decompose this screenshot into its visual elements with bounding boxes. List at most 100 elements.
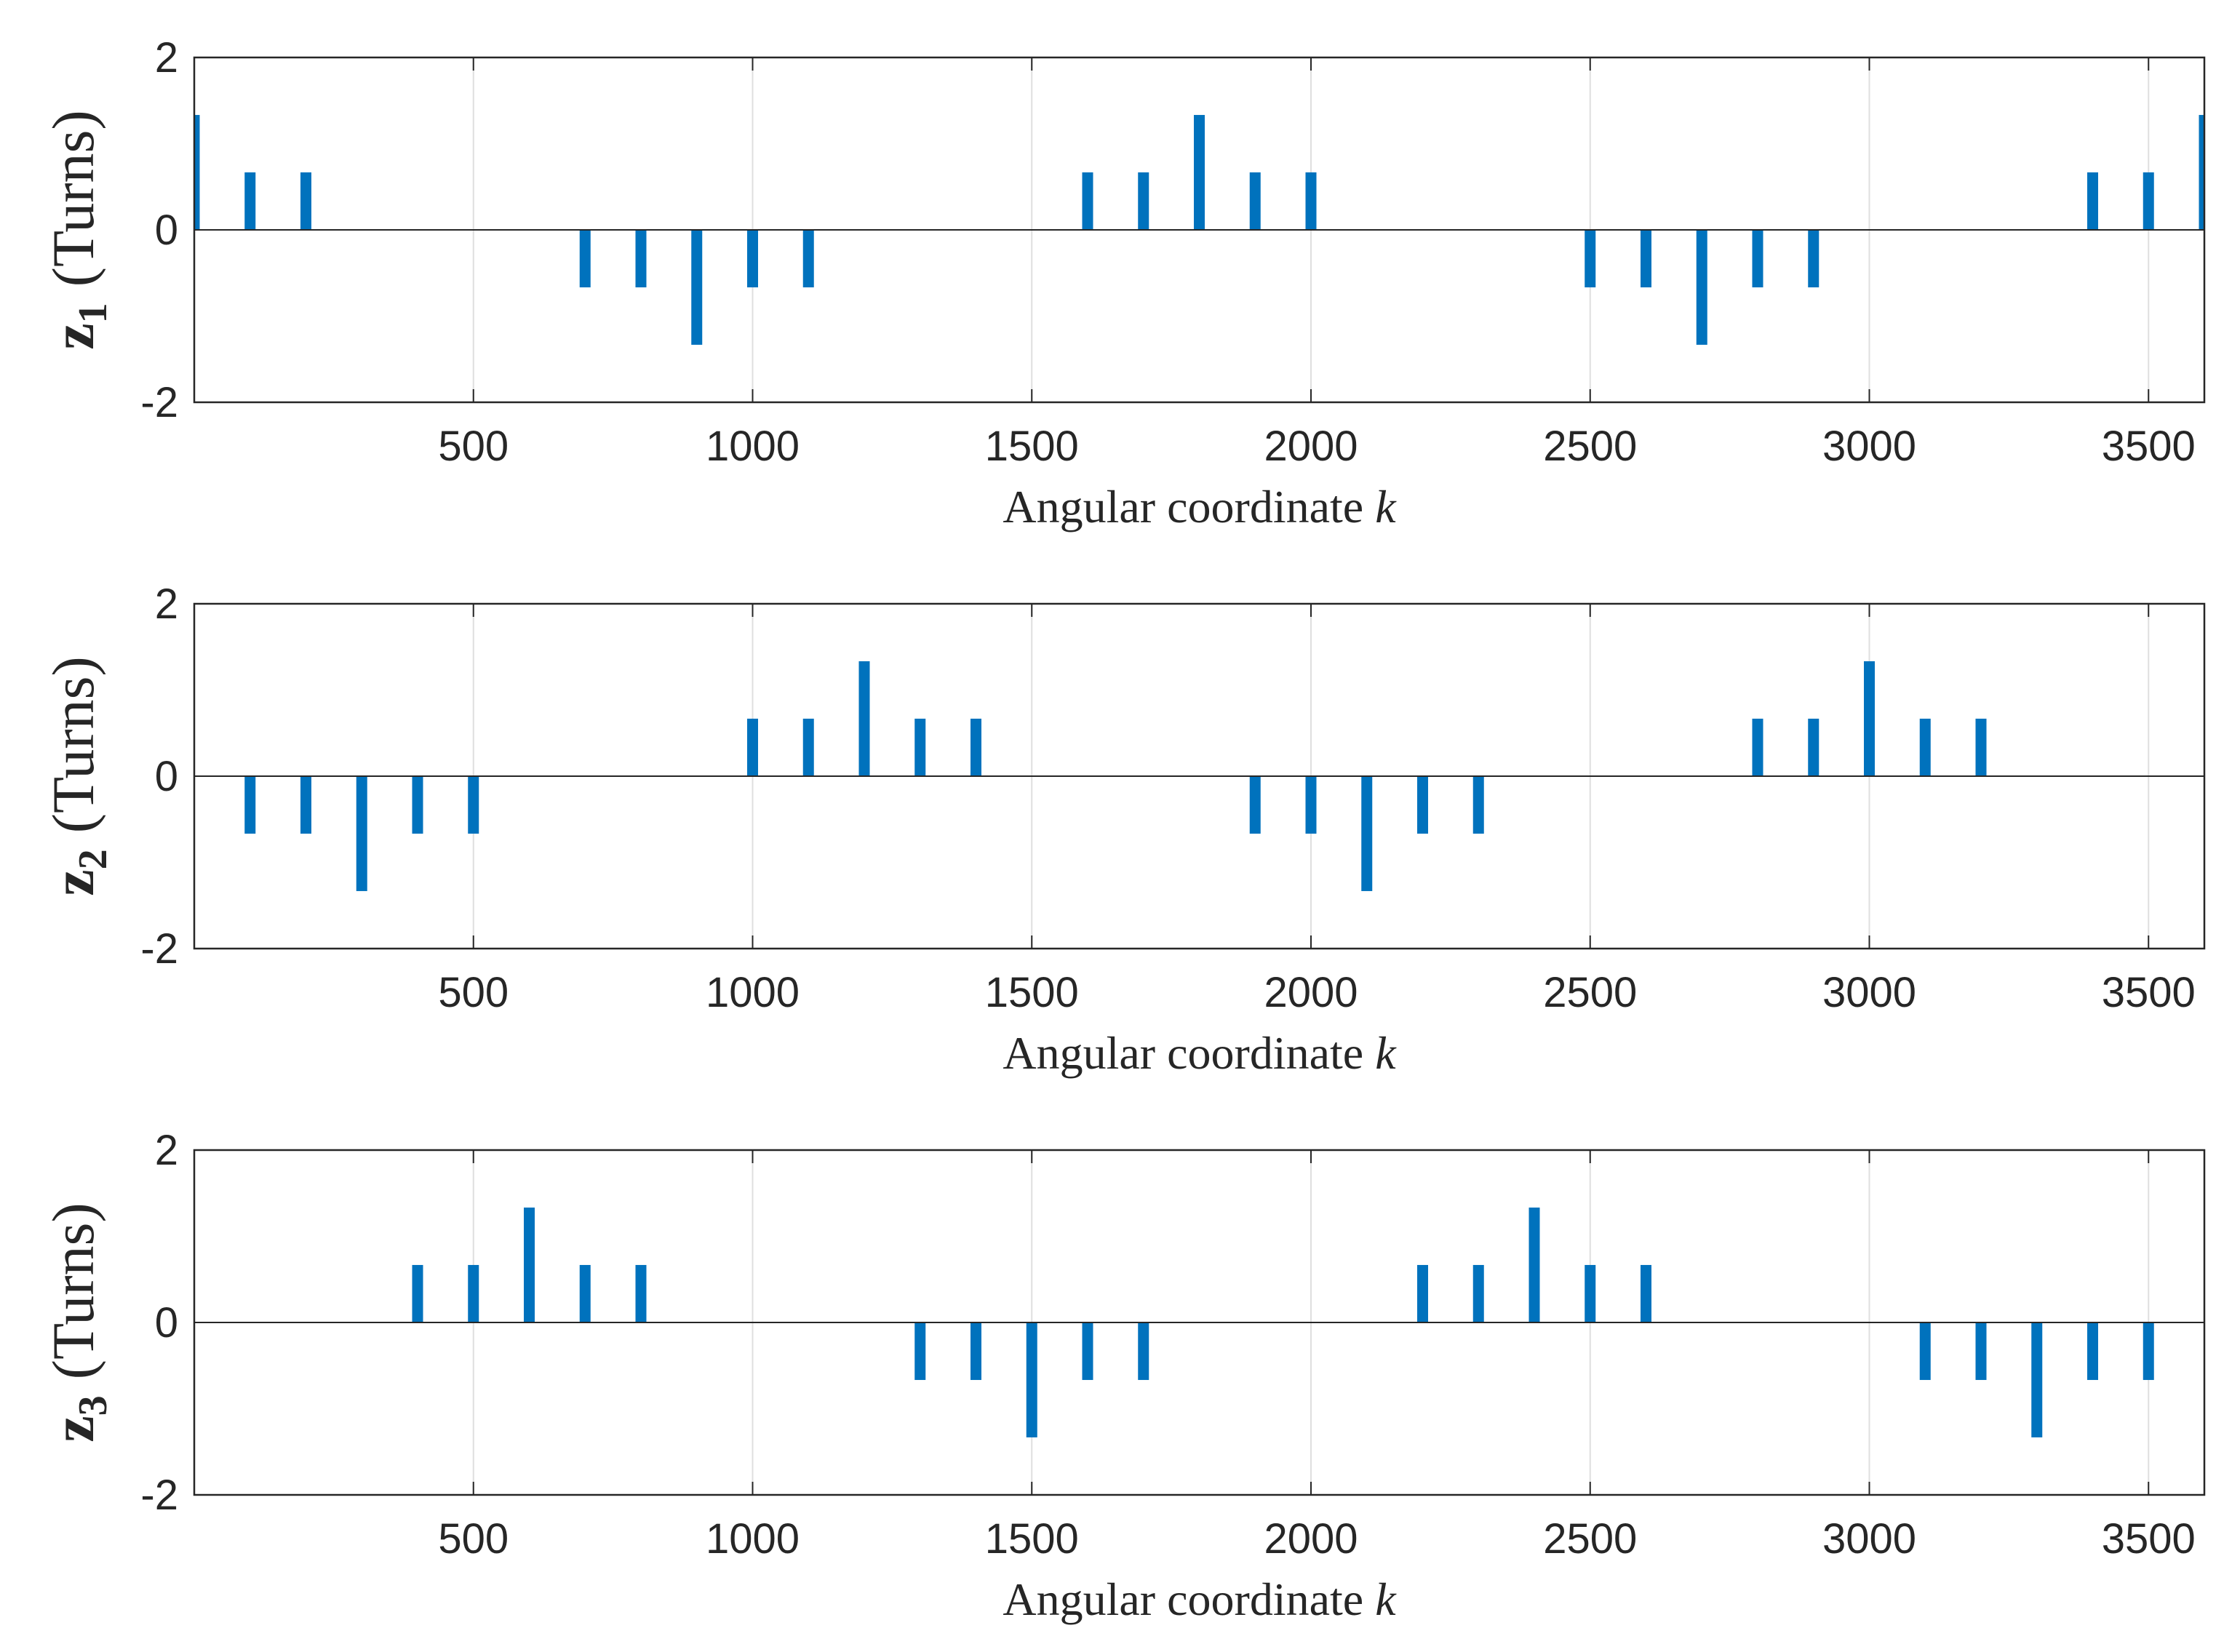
x-tick-label: 3000 [1822, 423, 1916, 470]
bar [2143, 172, 2154, 230]
bar [858, 661, 870, 776]
x-tick-label: 2000 [1264, 1515, 1358, 1563]
bar [970, 1322, 981, 1381]
y-tick-label: 0 [155, 207, 178, 254]
bar [194, 115, 200, 230]
bar [1752, 230, 1763, 288]
x-axis-label-var: k [1375, 1027, 1397, 1079]
x-tick-label: 1000 [706, 423, 800, 470]
bar [1919, 718, 1931, 776]
x-axis-label: Angular coordinate k [1003, 1027, 1397, 1079]
y-axis-label-sub: 3 [71, 1395, 116, 1416]
axes-box [193, 1149, 2206, 1496]
bar [579, 1264, 591, 1322]
bar [1696, 230, 1707, 345]
bar [747, 230, 758, 288]
axes-box [193, 56, 2206, 404]
plot-z2: 500 1000 1500 2000 2500 3000 3500 -2 0 2 Angular c… [40, 580, 2206, 1079]
bar [1417, 1264, 1428, 1322]
bar [468, 776, 479, 834]
plot-z1: 500 1000 1500 2000 2500 3000 3500 -2 0 2 Angular c… [40, 34, 2206, 532]
bar [1472, 776, 1484, 834]
bar [1026, 1322, 1037, 1437]
x-tick-label: 3000 [1822, 1515, 1916, 1563]
x-tick-label: 3500 [2102, 1515, 2196, 1563]
bar [1361, 776, 1373, 891]
bar [300, 172, 311, 230]
bar [970, 718, 981, 776]
bar [1082, 172, 1093, 230]
x-tick-label: 2500 [1543, 1515, 1637, 1563]
bar [1249, 776, 1261, 834]
bar [356, 776, 367, 891]
x-tick-label: 500 [438, 969, 509, 1016]
x-axis-label-var: k [1375, 1573, 1397, 1625]
bar [1082, 1322, 1093, 1381]
bar [1249, 172, 1261, 230]
x-tick-label: 1500 [985, 969, 1079, 1016]
y-axis-label-unit: (Turns) [40, 1202, 106, 1379]
bar [1138, 172, 1149, 230]
x-axis-label-text: Angular coordinate [1003, 1573, 1375, 1625]
bar [2087, 1322, 2098, 1381]
x-tick-label: 1000 [706, 1515, 800, 1563]
bar [635, 1264, 647, 1322]
bar [1585, 1264, 1596, 1322]
x-tick-label: 3500 [2102, 969, 2196, 1016]
bar [1864, 661, 1875, 776]
bar [244, 172, 256, 230]
bar [2087, 172, 2098, 230]
bar [244, 776, 256, 834]
x-tick-label: 1000 [706, 969, 800, 1016]
x-tick-label: 3000 [1822, 969, 1916, 1016]
y-axis-label-var: z [40, 869, 106, 895]
bar [579, 230, 591, 288]
x-tick-label: 2000 [1264, 423, 1358, 470]
y-tick-label: 2 [155, 580, 178, 628]
y-tick-label: -2 [140, 925, 178, 973]
y-axis-label-var: z [40, 1416, 106, 1442]
bar [1194, 115, 1205, 230]
bar [635, 230, 647, 288]
x-tick-label: 1500 [985, 423, 1079, 470]
bar [1808, 718, 1820, 776]
y-axis-label-unit: (Turns) [40, 656, 106, 833]
y-axis-label-unit: (Turns) [40, 110, 106, 287]
bar [1305, 776, 1317, 834]
y-axis-label: z1 (Turns) [40, 110, 116, 349]
bar [1752, 718, 1763, 776]
y-axis-label-var: z [40, 323, 106, 349]
x-tick-label: 500 [438, 1515, 509, 1563]
x-tick-label: 2000 [1264, 969, 1358, 1016]
bar [300, 776, 311, 834]
bar [1919, 1322, 1931, 1381]
x-tick-label: 2500 [1543, 969, 1637, 1016]
x-axis-label: Angular coordinate k [1003, 1573, 1397, 1625]
bar [914, 718, 926, 776]
x-tick-label: 500 [438, 423, 509, 470]
y-tick-label: 2 [155, 1127, 178, 1174]
bar [2143, 1322, 2154, 1381]
bar [1808, 230, 1820, 288]
x-axis-label-text: Angular coordinate [1003, 481, 1375, 532]
bar [1585, 230, 1596, 288]
bar [747, 718, 758, 776]
x-axis-label: Angular coordinate k [1003, 481, 1397, 532]
bar [1417, 776, 1428, 834]
plot-z3: 500 1000 1500 2000 2500 3000 3500 -2 0 2 Angular c… [40, 1127, 2206, 1625]
bar [1472, 1264, 1484, 1322]
y-tick-label: 0 [155, 1299, 178, 1346]
x-tick-label: 3500 [2102, 423, 2196, 470]
bar [524, 1208, 535, 1322]
y-tick-label: 0 [155, 753, 178, 800]
x-axis-label-var: k [1375, 481, 1397, 532]
x-tick-label: 2500 [1543, 423, 1637, 470]
bar [1975, 718, 1987, 776]
x-axis-label-text: Angular coordinate [1003, 1027, 1375, 1079]
y-axis-label: z2 (Turns) [40, 656, 116, 895]
y-axis-label: z3 (Turns) [40, 1202, 116, 1442]
y-tick-label: -2 [140, 379, 178, 426]
bar [1975, 1322, 1987, 1381]
bar [412, 776, 423, 834]
